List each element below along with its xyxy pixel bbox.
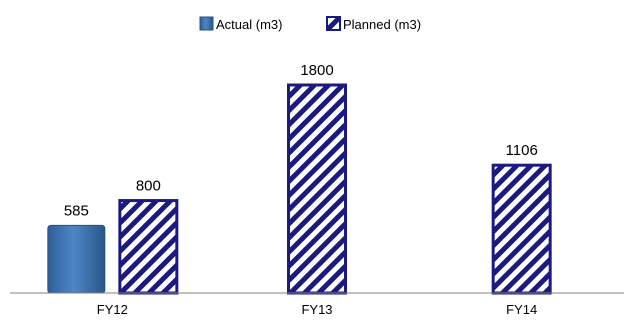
value-label-planned-fy14: 1106 [506, 142, 538, 159]
bar-planned-fy12 [118, 199, 179, 295]
legend-label-actual: Actual (m3) [216, 17, 282, 32]
bar-group [47, 83, 552, 295]
value-label-actual-fy12: 585 [64, 202, 89, 219]
x-tick-label-fy14: FY14 [506, 302, 537, 317]
bar-planned-fy14 [491, 163, 552, 295]
bar-actual-fy12 [47, 224, 106, 294]
bar-planned-fy13 [287, 83, 347, 295]
legend-label-planned: Planned (m3) [343, 17, 421, 32]
value-label-planned-fy13: 1800 [300, 62, 333, 79]
data-label-group: 585 800 1800 1106 [64, 62, 538, 219]
x-axis: FY12 FY13 FY14 [10, 292, 624, 317]
legend-swatch-planned [326, 16, 341, 31]
value-label-planned-fy12: 800 [136, 178, 161, 195]
chart-legend: Actual (m3) Planned (m3) [199, 16, 421, 32]
x-tick-label-fy12: FY12 [97, 302, 128, 317]
x-tick-label-fy13: FY13 [301, 302, 332, 317]
legend-swatch-actual [199, 16, 214, 31]
